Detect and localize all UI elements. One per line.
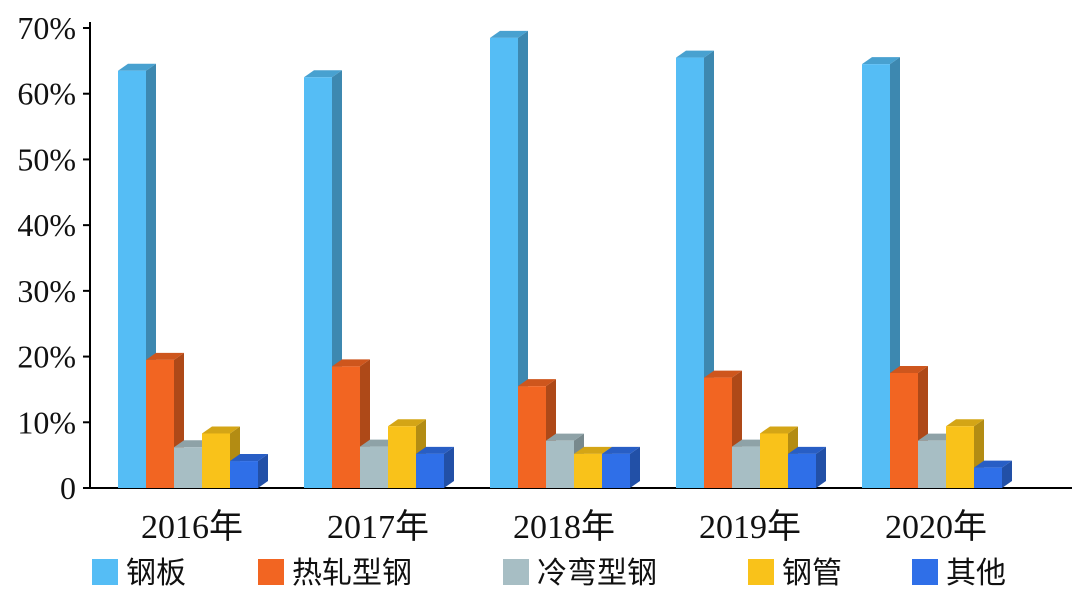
legend-swatch: [503, 559, 529, 585]
bar-front-face: [946, 426, 974, 488]
x-tick-label: 2017年: [327, 508, 429, 546]
bar-top-face: [388, 419, 426, 427]
bar: [974, 460, 1012, 488]
bar-top-face: [704, 370, 742, 378]
bar-top-face: [202, 426, 240, 434]
legend-swatch: [912, 559, 938, 585]
y-tick-label: 70%: [17, 10, 76, 46]
bar: [490, 30, 528, 488]
bar-top-face: [332, 359, 370, 367]
bar-front-face: [360, 446, 388, 488]
bar-top-face: [146, 352, 184, 360]
bar-front-face: [146, 359, 174, 488]
bar-front-face: [918, 440, 946, 488]
legend-label: 其他: [946, 556, 1006, 591]
bar-front-face: [676, 57, 704, 488]
bar: [676, 50, 714, 488]
bar-side-face: [630, 446, 640, 488]
bar-front-face: [760, 433, 788, 488]
legend-label: 热轧型钢: [292, 556, 412, 591]
bar-front-face: [788, 453, 816, 488]
x-tick-label: 2019年: [699, 508, 801, 546]
bar-top-face: [416, 446, 454, 454]
bar-top-face: [788, 446, 826, 454]
bar-front-face: [388, 426, 416, 488]
bar-top-face: [602, 446, 640, 454]
legend-swatch: [258, 559, 284, 585]
bar-top-face: [946, 419, 984, 427]
bar-front-face: [890, 373, 918, 488]
bar: [890, 366, 928, 488]
bar-top-face: [518, 379, 556, 387]
bar-top-face: [230, 454, 268, 462]
x-tick-label: 2018年: [513, 508, 615, 546]
bar-front-face: [416, 453, 444, 488]
y-tick-label: 60%: [17, 76, 76, 112]
legend-swatch: [92, 559, 118, 585]
bar-front-face: [546, 440, 574, 488]
bar-front-face: [118, 70, 146, 488]
bar-front-face: [518, 386, 546, 488]
y-tick-label: 20%: [17, 339, 76, 375]
bar: [230, 454, 268, 488]
bar-front-face: [490, 37, 518, 488]
bar-front-face: [174, 447, 202, 488]
y-tick-label: 0: [60, 470, 76, 506]
bar-side-face: [258, 454, 268, 488]
bar-top-face: [890, 366, 928, 373]
legend-label: 钢板: [126, 556, 186, 591]
y-tick-label: 30%: [17, 273, 76, 309]
bar-top-face: [490, 30, 528, 38]
bar: [788, 446, 826, 488]
bar: [602, 446, 640, 488]
bar-top-face: [546, 433, 584, 441]
y-tick-label: 10%: [17, 404, 76, 440]
bar: [546, 433, 584, 488]
bar-top-face: [574, 446, 612, 454]
bar-front-face: [974, 467, 1002, 488]
bar-top-face: [304, 70, 342, 78]
bar-side-face: [518, 30, 528, 488]
bar-front-face: [202, 433, 230, 488]
bar: [416, 446, 454, 488]
bar-front-face: [304, 77, 332, 489]
x-tick-label: 2020年: [885, 508, 987, 546]
bar-front-face: [230, 461, 258, 488]
bar-front-face: [332, 366, 360, 488]
bar-front-face: [574, 453, 602, 488]
bar-side-face: [444, 446, 454, 488]
legend-label: 钢管: [782, 556, 842, 591]
bar-front-face: [602, 453, 630, 488]
bar-top-face: [118, 63, 156, 71]
bar-front-face: [732, 446, 760, 488]
bar-top-face: [974, 460, 1012, 468]
y-tick-label: 40%: [17, 207, 76, 243]
bar-side-face: [1002, 460, 1012, 488]
bar-top-face: [760, 426, 798, 434]
legend-swatch: [748, 559, 774, 585]
y-tick-label: 50%: [17, 141, 76, 177]
bar-top-face: [862, 57, 900, 65]
bar-front-face: [862, 64, 890, 489]
bar-side-face: [816, 446, 826, 488]
bar-front-face: [704, 377, 732, 488]
legend-label: 冷弯型钢: [537, 556, 657, 591]
x-tick-label: 2016年: [141, 508, 243, 546]
bar: [946, 419, 984, 488]
bar-top-face: [676, 50, 714, 58]
